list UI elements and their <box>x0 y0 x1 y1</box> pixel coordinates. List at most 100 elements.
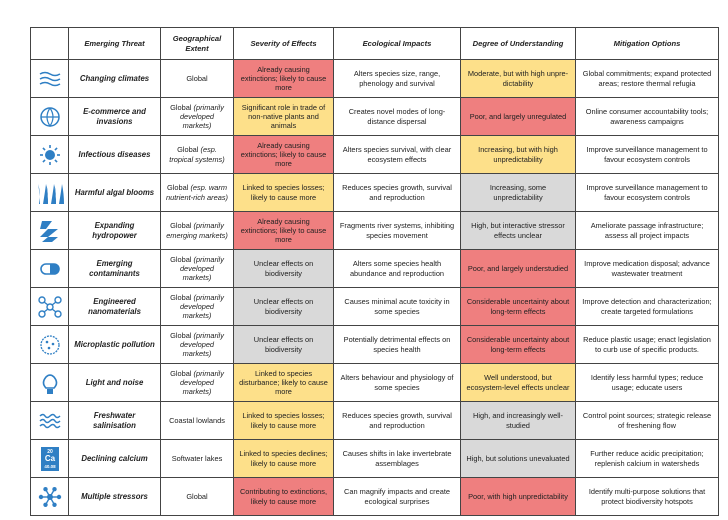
icon-fill <box>58 183 64 204</box>
threat-icon <box>37 295 62 318</box>
extent-text: Global <box>170 330 192 340</box>
column-header: Degree of Understanding <box>460 27 576 60</box>
threat-name: E-commerce and invasions <box>68 97 161 136</box>
extent-text: Global <box>167 183 189 193</box>
understanding-cell: Increasing, some unpredictability <box>460 173 576 212</box>
threat-name: Engineered nanomaterials <box>68 287 161 326</box>
impacts-cell: Causes shifts in lake invertebrate assem… <box>333 439 461 478</box>
icon-cell <box>30 135 69 174</box>
icon-stroke <box>38 413 61 418</box>
icon-stroke <box>53 309 62 318</box>
table-row: Emerging contaminants Global (primarily d… <box>30 249 719 288</box>
threat-name: Microplastic pollution <box>68 325 161 364</box>
extent-text: Global <box>170 102 192 112</box>
threat-name: Emerging contaminants <box>68 249 161 288</box>
icon-label: Ca <box>44 454 55 463</box>
extent-note: (primarily emerging markets) <box>166 221 228 240</box>
icon-cell <box>30 211 69 250</box>
threat-name: Multiple stressors <box>68 477 161 516</box>
extent-text: Global <box>186 73 208 83</box>
table-row: 20 Ca 40.08 Declining calcium Softwater lake… <box>30 439 719 478</box>
icon-fill <box>50 183 56 204</box>
impacts-cell: Reduces species growth, survival and rep… <box>333 401 461 440</box>
severity-cell: Linked to species declines; likely to ca… <box>233 439 334 478</box>
icon-cell <box>30 249 69 288</box>
icon-stroke <box>39 334 60 355</box>
icon-stroke <box>53 146 58 151</box>
icon-stroke <box>39 81 60 86</box>
impacts-cell: Alters behaviour and physiology of some … <box>333 363 461 402</box>
column-header: Mitigation Options <box>575 27 719 60</box>
extent-text: Global <box>170 254 192 264</box>
icon-stroke <box>53 295 62 304</box>
threat-name: Freshwater salinisation <box>68 401 161 440</box>
severity-cell: Contributing to extinctions, likely to c… <box>233 477 334 516</box>
impacts-cell: Alters species size, range, phenology an… <box>333 59 461 98</box>
mitigation-cell: Online consumer accountability tools; aw… <box>575 97 719 136</box>
understanding-cell: Poor, and largely unregulated <box>460 97 576 136</box>
impacts-cell: Reduces species growth, survival and rep… <box>333 173 461 212</box>
table-wrapper: Emerging Threat Geographical Extent Severi… <box>30 27 719 516</box>
mitigation-cell: Ameliorate passage infrastructure; asses… <box>575 211 719 250</box>
icon-cell <box>30 173 69 212</box>
icon-stroke <box>37 295 46 304</box>
threat-name: Harmful algal blooms <box>68 173 161 212</box>
extent-note: (esp. warm nutrient-rich areas) <box>165 183 229 202</box>
icon-cell <box>30 97 69 136</box>
threat-icon <box>39 106 60 127</box>
icon-cell: 20 Ca 40.08 <box>30 439 69 478</box>
icon-fill <box>51 342 54 345</box>
icon-label: 20 <box>47 449 53 455</box>
severity-cell: Linked to species losses; likely to caus… <box>233 173 334 212</box>
threat-name: Infectious diseases <box>68 135 161 174</box>
extent-text: Global <box>170 221 192 231</box>
severity-cell: Significant role in trade of non-native … <box>233 97 334 136</box>
icon-stroke <box>53 158 58 163</box>
threat-icon <box>42 373 57 394</box>
understanding-cell: Poor, with high unpredictability <box>460 477 576 516</box>
icon-stroke <box>39 71 60 76</box>
mitigation-cell: Global commitments; expand protected are… <box>575 59 719 98</box>
mitigation-cell: Improve surveillance management to favou… <box>575 135 719 174</box>
extent-note: (primarily developed markets) <box>179 292 224 321</box>
icon-fill <box>39 220 58 242</box>
understanding-cell: Well understood, but ecosystem-level eff… <box>460 363 576 402</box>
icon-cell <box>30 363 69 402</box>
table-body: Changing climates Global Already causing e… <box>30 59 719 516</box>
understanding-cell: Moderate, but with high unpre-dictabilit… <box>460 59 576 98</box>
mitigation-cell: Further reduce acidic precipitation; rep… <box>575 439 719 478</box>
table-row: Changing climates Global Already causing e… <box>30 59 719 98</box>
table-row: Freshwater salinisation Coastal lowlands L… <box>30 401 719 440</box>
extent-cell: Softwater lakes <box>160 439 234 478</box>
extent-note: (primarily developed markets) <box>179 254 224 283</box>
icon-cell <box>30 477 69 516</box>
table-row: Microplastic pollution Global (primarily … <box>30 325 719 364</box>
icon-cell <box>30 401 69 440</box>
impacts-cell: Can magnify impacts and create ecologica… <box>333 477 461 516</box>
severity-cell: Already causing extinctions; likely to c… <box>233 135 334 174</box>
column-header: Ecological Impacts <box>333 27 461 60</box>
icon-fill <box>45 183 48 204</box>
impacts-cell: Creates novel modes of long-distance dis… <box>333 97 461 136</box>
extent-note: (primarily developed markets) <box>179 330 224 359</box>
icon-fill <box>42 183 48 204</box>
icon-stroke <box>38 418 61 423</box>
threat-icon <box>37 183 64 204</box>
extent-text: Global <box>170 292 192 302</box>
threat-name: Light and noise <box>68 363 161 402</box>
threat-icon <box>39 334 60 355</box>
severity-cell: Unclear effects on biodiversity <box>233 287 334 326</box>
severity-cell: Linked to species disturbance; likely to… <box>233 363 334 402</box>
icon-fill <box>56 494 61 499</box>
threat-icon <box>39 144 60 165</box>
table-row: Multiple stressors Global Contributing to … <box>30 477 719 516</box>
impacts-cell: Alters species survival, with clear ecos… <box>333 135 461 174</box>
understanding-cell: Considerable uncertainty about long-term… <box>460 287 576 326</box>
icon-fill <box>53 183 56 204</box>
icon-label: 40.08 <box>44 464 56 469</box>
threat-icon <box>39 71 60 86</box>
threat-icon <box>39 262 60 275</box>
impacts-cell: Alters some species health abundance and… <box>333 249 461 288</box>
icon-fill <box>51 486 57 491</box>
